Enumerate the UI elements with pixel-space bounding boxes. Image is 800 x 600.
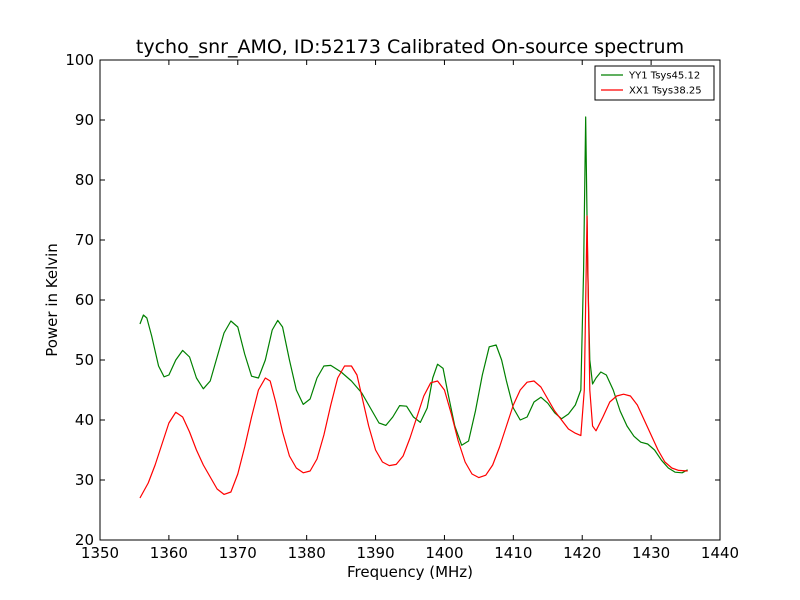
x-axis: 1350 1360 1370 1380 1390 1400 1410 1420 1430 1440 (81, 60, 739, 562)
series-line-xx1 (139, 215, 688, 499)
x-tick-label: 1400 (425, 544, 463, 562)
series-line-yy1 (139, 116, 688, 474)
y-tick-label: 30 (75, 471, 94, 489)
y-tick-label: 40 (75, 411, 94, 429)
x-tick-label: 1410 (494, 544, 532, 562)
y-tick-label: 90 (75, 111, 94, 129)
x-tick-label: 1440 (701, 544, 739, 562)
x-tick-label: 1380 (288, 544, 326, 562)
chart-title: tycho_snr_AMO, ID:52173 Calibrated On-so… (136, 36, 684, 58)
plot-area (100, 60, 720, 540)
y-axis-label: Power in Kelvin (43, 243, 61, 357)
legend-entry: YY1 Tsys45.12 (628, 71, 700, 82)
legend-box (594, 65, 715, 101)
y-tick-label: 50 (75, 351, 94, 369)
x-tick-label: 1390 (356, 544, 394, 562)
legend-entry: XX1 Tsys38.25 (629, 86, 702, 97)
x-tick-label: 1420 (563, 544, 601, 562)
x-tick-label: 1350 (81, 544, 119, 562)
series-layer (139, 116, 688, 499)
y-tick-label: 60 (75, 291, 94, 309)
x-tick-label: 1370 (219, 544, 257, 562)
legend: YY1 Tsys45.12 XX1 Tsys38.25 (594, 65, 715, 101)
x-axis-label: Frequency (MHz) (347, 563, 473, 581)
y-tick-label: 80 (75, 171, 94, 189)
x-tick-label: 1360 (150, 544, 188, 562)
y-tick-label: 70 (75, 231, 94, 249)
y-tick-label: 20 (75, 531, 94, 549)
y-axis: 20 30 40 50 60 70 80 90 100 (65, 51, 720, 549)
y-tick-label: 100 (65, 51, 94, 69)
x-tick-label: 1430 (632, 544, 670, 562)
